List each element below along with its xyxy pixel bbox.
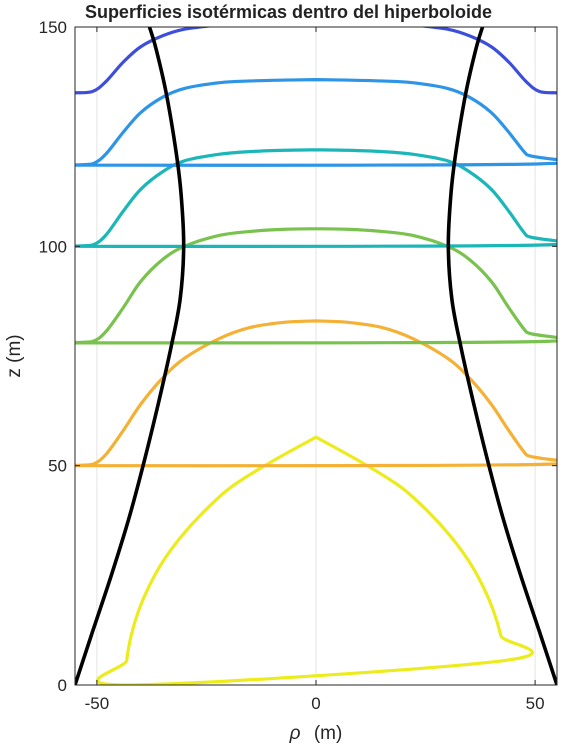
hyperboloid-wall-left (75, 27, 186, 685)
x-axis-label: ρ (m) (289, 723, 343, 744)
x-axis-label-symbol: ρ (289, 723, 301, 744)
isotherm-line-3 (75, 227, 557, 345)
y-tick-label: 100 (39, 237, 67, 256)
isotherm-line-6-right (417, 27, 557, 95)
isotherm-line-5 (75, 78, 557, 167)
tick-marks: -50 0 50 0 50 100 150 (39, 18, 557, 713)
x-tick-label: 0 (311, 694, 320, 713)
y-axis-label: z (m) (4, 334, 25, 377)
y-tick-label: 0 (58, 676, 67, 695)
x-tick-label: 50 (526, 694, 545, 713)
hyperboloid-wall-right (446, 27, 557, 685)
isotherm-line-1 (95, 435, 535, 685)
plot-curves (75, 27, 557, 685)
isotherm-line-2 (75, 319, 557, 468)
isotherm-line-4 (75, 148, 557, 248)
chart-title: Superficies isotérmicas dentro del hiper… (84, 2, 493, 22)
x-axis-label-unit: (m) (314, 723, 342, 744)
y-tick-label: 150 (39, 18, 67, 37)
isotherm-line-6-left (75, 27, 215, 95)
x-tick-label: -50 (85, 694, 110, 713)
y-tick-label: 50 (48, 457, 67, 476)
